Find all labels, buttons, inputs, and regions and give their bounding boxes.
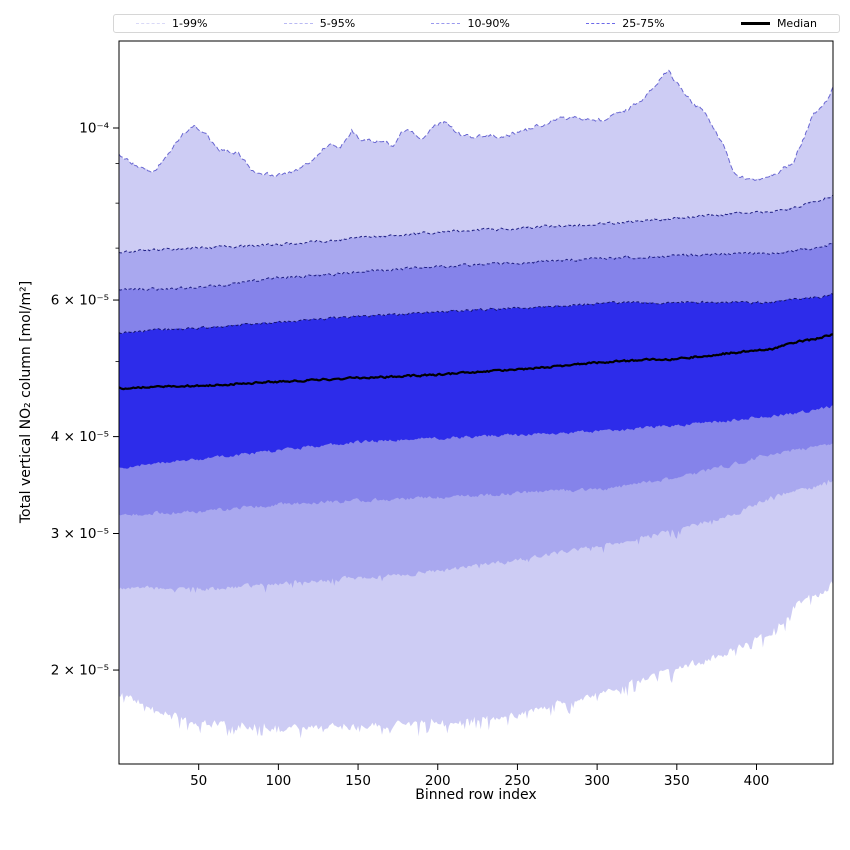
legend-item-label: 25-75%: [622, 17, 665, 30]
legend-line-swatch: [283, 23, 313, 24]
edge-p75: [119, 292, 833, 335]
x-tick-label: 200: [425, 773, 451, 789]
x-axis-label: Binned row index: [415, 787, 537, 803]
x-tick-label: 400: [744, 773, 770, 789]
x-tick-label: 300: [584, 773, 610, 789]
x-tick-label: 100: [265, 773, 291, 789]
y-tick-label: 6 × 10⁻⁵: [51, 293, 109, 309]
x-tick-label: 50: [190, 773, 207, 789]
legend-line-swatch: [740, 22, 770, 25]
y-axis-label: Total vertical NO₂ column [mol/m²]: [18, 280, 34, 524]
legend-line-swatch: [586, 23, 616, 24]
x-tick-label: 150: [345, 773, 371, 789]
legend-item-median: Median: [740, 17, 817, 30]
legend-item-label: 10-90%: [467, 17, 510, 30]
legend-item-1-99: 1-99%: [136, 18, 207, 29]
y-tick-label: 2 × 10⁻⁵: [51, 663, 109, 679]
legend-item-label: Median: [776, 17, 817, 30]
axes-spines: [118, 40, 834, 765]
legend-item-10-90: 10-90%: [431, 17, 510, 30]
plot-area: [119, 69, 833, 739]
legend-item-label: 5-95%: [319, 17, 356, 30]
median-line: [119, 333, 833, 391]
band-25-75%: [119, 293, 833, 469]
edge-p99: [119, 69, 833, 181]
legend-line-swatch: [136, 23, 165, 24]
legend-line-swatch: [431, 23, 461, 24]
legend: 1-99% 5-95% 10-90% 25-75% Median: [113, 14, 840, 33]
edge-p90: [119, 242, 833, 292]
legend-item-label: 1-99%: [172, 17, 208, 30]
legend-item-25-75: 25-75%: [586, 17, 665, 30]
legend-item-5-95: 5-95%: [283, 17, 356, 30]
y-tick-label: 10⁻⁴: [79, 121, 109, 137]
x-tick-label: 350: [664, 773, 690, 789]
y-tick-label: 4 × 10⁻⁵: [51, 429, 109, 445]
y-tick-label: 3 × 10⁻⁵: [51, 526, 109, 542]
x-tick-label: 250: [505, 773, 531, 789]
